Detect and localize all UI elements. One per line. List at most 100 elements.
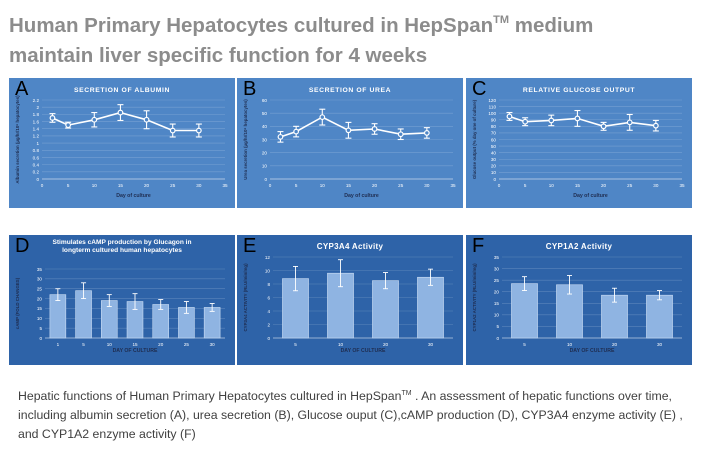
y-tick-label: 60 (262, 98, 268, 103)
y-tick-label: 10 (491, 170, 497, 175)
caption-part2: . An assessment of hepatic functions ove… (18, 389, 683, 442)
bar (372, 280, 399, 339)
x-axis-label: Day of culture (573, 193, 608, 199)
y-tick-label: 30 (494, 266, 500, 271)
data-point (293, 128, 300, 135)
x-axis-label: DAY OF CULTURE (570, 348, 615, 354)
x-tick-label: 30 (196, 183, 202, 188)
x-tick-label: 20 (372, 183, 378, 188)
x-tick-label: 15 (132, 342, 138, 347)
x-tick-label: 0 (498, 183, 501, 188)
bar (203, 307, 221, 339)
x-tick-label: 25 (184, 342, 190, 347)
panel-cyp1a2: F CYP1A2 Activity 0 5 10 15 20 25 30 35 CYP1A2 AC… (466, 235, 692, 365)
x-tick-label: 30 (657, 342, 663, 347)
panel-albumin: A SECRETION OF ALBUMIN 0 0.2 0.4 0.6 0.8 1 1.2 1… (9, 78, 235, 208)
y-tick-label: 10 (37, 316, 43, 321)
chart-title-line: longterm cultured human hepatocytes (62, 247, 182, 254)
y-tick-label: 10 (265, 268, 271, 273)
data-point (277, 133, 284, 140)
data-point (522, 118, 529, 125)
y-tick-label: 80 (491, 124, 497, 129)
x-axis-label: Day of culture (116, 193, 151, 199)
x-tick-label: 1 (57, 342, 60, 347)
y-tick-label: 5 (496, 324, 499, 329)
x-tick-label: 30 (210, 342, 216, 347)
y-tick-label: 60 (491, 137, 497, 142)
x-tick-label: 30 (424, 183, 430, 188)
x-tick-label: 15 (118, 183, 124, 188)
y-tick-label: 120 (488, 98, 496, 103)
x-tick-label: 0 (41, 183, 44, 188)
panel-background (9, 235, 235, 365)
x-tick-label: 10 (338, 342, 344, 347)
x-tick-label: 5 (67, 183, 70, 188)
y-tick-label: 0 (493, 177, 496, 182)
y-tick-label: 0.4 (33, 162, 40, 167)
data-point (397, 131, 404, 138)
x-tick-label: 10 (549, 183, 555, 188)
chart-albumin: SECRETION OF ALBUMIN 0 0.2 0.4 0.6 0.8 1 1.2 1.4… (15, 87, 228, 199)
x-axis-label: DAY OF CULTURE (341, 348, 386, 354)
y-tick-label: 15 (37, 306, 43, 311)
y-tick-label: 20 (37, 296, 43, 301)
panel-letter: E (243, 235, 257, 257)
y-tick-label: 0 (39, 336, 42, 341)
y-tick-label: 0 (496, 336, 499, 341)
chart-title: SECRETION OF UREA (309, 87, 391, 94)
panel-glucose: C RELATIVE GLUCOSE OUTPUT 0 10 20 30 40 50 60 70… (466, 78, 692, 208)
y-tick-label: 10 (262, 164, 268, 169)
y-tick-label: 0.8 (33, 148, 40, 153)
data-point (169, 127, 176, 134)
y-tick-label: 20 (494, 290, 500, 295)
x-tick-label: 5 (524, 183, 527, 188)
x-tick-label: 5 (295, 183, 298, 188)
x-tick-label: 20 (601, 183, 607, 188)
data-point (319, 114, 326, 121)
y-tick-label: 20 (262, 150, 268, 155)
y-tick-label: 1.2 (33, 134, 40, 139)
data-point (91, 116, 98, 123)
y-tick-label: 1.4 (33, 127, 40, 132)
data-point (345, 127, 352, 134)
data-point (652, 122, 659, 129)
x-tick-label: 15 (575, 183, 581, 188)
x-tick-label: 10 (567, 342, 573, 347)
y-tick-label: 2.2 (33, 98, 40, 103)
y-tick-label: 1.8 (33, 112, 40, 117)
x-axis-label: DAY OF CULTURE (113, 348, 158, 354)
data-point (371, 126, 378, 132)
x-tick-label: 10 (92, 183, 98, 188)
y-tick-label: 6 (267, 295, 270, 300)
bar (417, 276, 444, 339)
data-point (600, 123, 607, 130)
data-point (117, 109, 124, 116)
y-tick-label: 25 (494, 278, 500, 283)
x-tick-label: 20 (158, 342, 164, 347)
panel-cyp3a4: E CYP3A4 Activity 0 2 4 6 8 10 12 CYP3A4 ACTIVIT… (237, 235, 463, 365)
x-tick-label: 25 (398, 183, 404, 188)
y-tick-label: 110 (489, 104, 497, 109)
panel-letter: A (15, 78, 29, 100)
caption-trademark: TM (401, 390, 412, 397)
y-tick-label: 50 (491, 144, 497, 149)
x-tick-label: 30 (653, 183, 659, 188)
series-line (280, 116, 427, 138)
panel-letter: C (472, 78, 487, 100)
caption-part1: Hepatic functions of Human Primary Hepat… (18, 389, 402, 404)
y-tick-label: 35 (494, 255, 500, 260)
y-tick-label: 100 (488, 111, 496, 116)
data-point (65, 122, 72, 129)
y-tick-label: 0 (264, 177, 267, 182)
y-axis-label: CYP3A4 ACTIVITY (RLU/min/mg) (243, 263, 248, 332)
y-tick-label: 50 (262, 111, 268, 116)
chart-title: CYP3A4 Activity (317, 242, 384, 251)
figure-title-line1: Human Primary Hepatocytes cultured in He… (9, 14, 494, 37)
x-tick-label: 25 (627, 183, 633, 188)
y-tick-label: 15 (494, 301, 500, 306)
figure-caption: Hepatic functions of Human Primary Hepat… (18, 384, 698, 444)
x-tick-label: 0 (269, 183, 272, 188)
chart-cyp3a4: CYP3A4 Activity 0 2 4 6 8 10 12 CYP3A4 ACTIVITY … (237, 235, 463, 365)
x-tick-label: 20 (383, 342, 389, 347)
x-tick-label: 30 (428, 342, 434, 347)
